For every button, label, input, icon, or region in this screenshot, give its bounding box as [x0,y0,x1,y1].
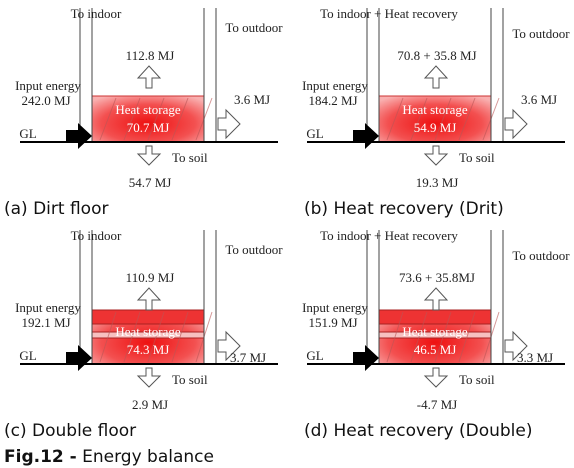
input-label: Input energy [302,300,368,315]
soil-value: 2.9 MJ [132,397,168,412]
panel: To indoor + Heat recovery 73.6 + 35.8MJ To… [302,228,570,441]
soil-arrow [425,368,447,387]
soil-arrow [138,146,160,165]
to-outdoor-label: To outdoor [512,26,570,41]
storage-value: 74.3 MJ [127,342,170,357]
outdoor-value: 3.6 MJ [521,92,557,107]
to-soil-label: To soil [172,372,208,387]
indoor-value: 110.9 MJ [126,270,175,285]
input-value: 242.0 MJ [21,93,70,108]
indoor-value: 70.8 + 35.8 MJ [397,48,476,63]
input-label: Input energy [302,78,368,93]
figure-text: Energy balance [82,447,214,467]
gl-label: GL [306,126,323,141]
input-value: 151.9 MJ [308,315,357,330]
indoor-arrow [425,288,447,310]
panel: To indoor 110.9 MJ To outdoor 3.7 MJ Input e… [4,228,283,441]
input-value: 192.1 MJ [21,315,70,330]
panel-caption: (c) Double floor [4,421,136,441]
soil-value: 54.7 MJ [129,175,172,190]
to-soil-label: To soil [172,150,208,165]
storage-label: Heat storage [402,324,468,339]
panel-caption: (a) Dirt floor [4,199,108,219]
to-indoor-label: To indoor [71,228,122,243]
to-outdoor-label: To outdoor [225,20,283,35]
soil-value: 19.3 MJ [416,175,459,190]
outdoor-value: 3.7 MJ [230,350,266,365]
storage-value: 46.5 MJ [414,342,457,357]
to-soil-label: To soil [459,372,495,387]
figure: To indoor 112.8 MJ To outdoor 3.6 MJ Input e… [0,0,574,468]
indoor-value: 112.8 MJ [126,48,175,63]
gl-label: GL [19,348,36,363]
outdoor-arrow [505,110,527,138]
outdoor-value: 3.6 MJ [234,92,270,107]
gl-label: GL [306,348,323,363]
floor-layer [379,310,491,324]
input-arrow [66,345,92,371]
soil-arrow [138,368,160,387]
storage-label: Heat storage [402,102,468,117]
input-value: 184.2 MJ [308,93,357,108]
soil-arrow [425,146,447,165]
to-indoor-label: To indoor + Heat recovery [320,228,458,243]
storage-label: Heat storage [115,102,181,117]
input-arrow [353,123,379,149]
floor-layer [92,310,204,324]
outdoor-value: 3.3 MJ [517,350,553,365]
to-indoor-label: To indoor [71,6,122,21]
input-arrow [66,123,92,149]
outdoor-arrow [218,110,240,138]
panel-caption: (d) Heat recovery (Double) [304,421,533,441]
figure-caption: Fig.12 - Energy balance [4,447,214,467]
panel: To indoor 112.8 MJ To outdoor 3.6 MJ Input e… [4,6,283,219]
input-label: Input energy [15,300,81,315]
storage-value: 54.9 MJ [414,120,457,135]
indoor-arrow [425,66,447,88]
input-label: Input energy [15,78,81,93]
input-arrow [353,345,379,371]
panel-caption: (b) Heat recovery (Drit) [304,199,504,219]
to-outdoor-label: To outdoor [225,242,283,257]
indoor-arrow [138,288,160,310]
soil-value: -4.7 MJ [417,397,457,412]
to-soil-label: To soil [459,150,495,165]
panel: To indoor + Heat recovery 70.8 + 35.8 MJ T… [302,6,570,219]
to-indoor-label: To indoor + Heat recovery [320,6,458,21]
figure-label: Fig.12 - [4,447,77,467]
storage-value: 70.7 MJ [127,120,170,135]
gl-label: GL [19,126,36,141]
panels: To indoor 112.8 MJ To outdoor 3.6 MJ Input e… [4,6,570,441]
indoor-arrow [138,66,160,88]
storage-label: Heat storage [115,324,181,339]
indoor-value: 73.6 + 35.8MJ [399,270,475,285]
to-outdoor-label: To outdoor [512,248,570,263]
